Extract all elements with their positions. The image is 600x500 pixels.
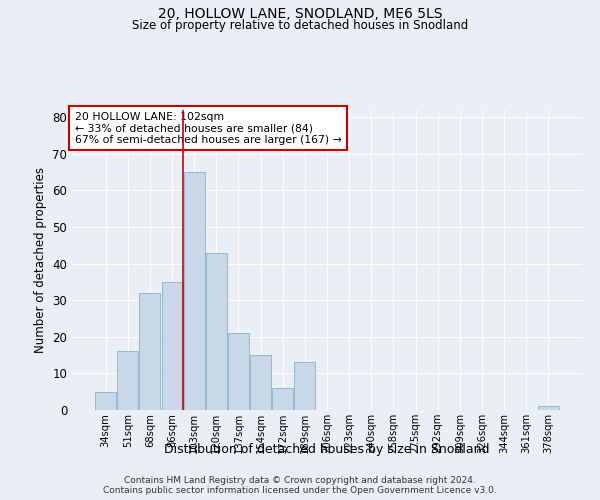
Text: Distribution of detached houses by size in Snodland: Distribution of detached houses by size …: [164, 442, 490, 456]
Text: Contains HM Land Registry data © Crown copyright and database right 2024.
Contai: Contains HM Land Registry data © Crown c…: [103, 476, 497, 495]
Text: 20, HOLLOW LANE, SNODLAND, ME6 5LS: 20, HOLLOW LANE, SNODLAND, ME6 5LS: [158, 8, 442, 22]
Bar: [95, 392, 116, 410]
Text: Size of property relative to detached houses in Snodland: Size of property relative to detached ho…: [132, 19, 468, 32]
Text: 20 HOLLOW LANE: 102sqm
← 33% of detached houses are smaller (84)
67% of semi-det: 20 HOLLOW LANE: 102sqm ← 33% of detached…: [74, 112, 341, 144]
Bar: [206, 252, 227, 410]
Bar: [118, 352, 139, 410]
Bar: [139, 293, 160, 410]
Y-axis label: Number of detached properties: Number of detached properties: [34, 167, 47, 353]
Bar: [250, 355, 271, 410]
Bar: [538, 406, 559, 410]
Bar: [161, 282, 182, 410]
Bar: [295, 362, 316, 410]
Bar: [184, 172, 205, 410]
Bar: [272, 388, 293, 410]
Bar: [228, 333, 249, 410]
